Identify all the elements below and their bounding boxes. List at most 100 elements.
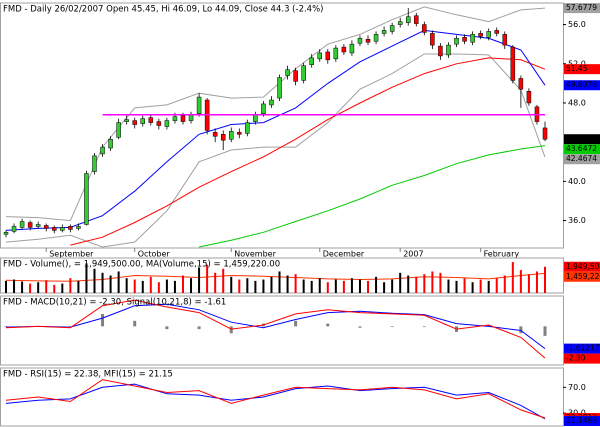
- candle-body: [502, 34, 508, 46]
- candle-body: [542, 127, 548, 140]
- volume-bar: [358, 279, 361, 293]
- volume-bar: [214, 272, 217, 293]
- volume-bar: [157, 282, 160, 293]
- volume-bar: [447, 279, 450, 293]
- candle-body: [325, 51, 331, 61]
- candle-body: [526, 90, 532, 104]
- volume-bar: [527, 274, 530, 293]
- value-box-label: 49.8076: [566, 80, 597, 89]
- candle-body: [245, 122, 250, 134]
- candle-body: [11, 226, 17, 232]
- y-tick-label: 52.0: [568, 59, 586, 68]
- volume-bar: [463, 278, 466, 293]
- volume-bar: [29, 283, 32, 293]
- panel-frame: [0, 2, 564, 249]
- volume-bar: [391, 279, 394, 293]
- volume-bar: [246, 278, 249, 293]
- volume-bar: [310, 280, 313, 293]
- x-tick-label: 2007: [403, 250, 423, 259]
- volume-bar: [222, 268, 225, 293]
- volume-bar: [37, 282, 40, 293]
- candle-body: [405, 16, 411, 23]
- indicator-line: [5, 379, 546, 419]
- candle-body: [212, 132, 218, 137]
- candle-body: [373, 34, 379, 42]
- panel-frame: [0, 257, 564, 294]
- candle-body: [397, 21, 403, 25]
- volume-bar: [326, 282, 329, 293]
- volume-bar: [439, 272, 442, 293]
- value-box: [564, 154, 600, 165]
- y-tick-label: 70.0: [568, 383, 586, 392]
- candle-body: [140, 118, 146, 124]
- volume-bar: [69, 278, 72, 293]
- volume-bar: [5, 280, 7, 293]
- candle-body: [3, 232, 9, 235]
- value-box: [564, 144, 600, 155]
- candle-body: [68, 226, 73, 230]
- candle-body: [494, 30, 499, 34]
- volume-bar: [399, 272, 402, 293]
- histogram-bar: [543, 326, 547, 336]
- candle-body: [341, 46, 347, 53]
- candle-body: [60, 227, 65, 231]
- histogram-bar: [519, 326, 523, 334]
- candle-body: [470, 34, 475, 43]
- candle-body: [156, 121, 162, 126]
- value-box: [564, 353, 600, 364]
- candle-body: [365, 39, 371, 43]
- volume-bar: [109, 275, 112, 293]
- volume-bar: [423, 274, 426, 293]
- value-box-label: 1,949,500: [566, 262, 600, 271]
- panel-title: FMD - RSI(15) = 22.38, MFI(15) = 21.15: [3, 370, 173, 380]
- value-box: [564, 416, 600, 426]
- candle-body: [269, 99, 274, 106]
- candle-body: [52, 227, 57, 231]
- volume-bar: [471, 282, 474, 293]
- candle-body: [76, 226, 81, 229]
- volume-bar: [431, 271, 434, 293]
- volume-bar: [238, 279, 241, 293]
- indicator-line: [198, 145, 546, 248]
- candle-body: [301, 65, 306, 81]
- indicator-line: [70, 57, 546, 246]
- value-box-label: 21.1496: [566, 416, 597, 425]
- candle-body: [293, 70, 298, 82]
- candle-body: [253, 114, 258, 122]
- volume-bar: [383, 282, 386, 293]
- histogram-bar: [197, 326, 201, 330]
- candle-body: [172, 116, 178, 121]
- candle-body: [229, 131, 234, 140]
- indicator-line: [5, 383, 546, 420]
- histogram-bar: [358, 326, 362, 328]
- volume-bar: [302, 279, 305, 293]
- y-tick-label: 56.0: [568, 20, 586, 29]
- volume-bar: [13, 279, 16, 293]
- candle-body: [188, 114, 194, 121]
- value-box-label: 57.6779: [566, 3, 597, 12]
- x-tick-label: November: [234, 250, 276, 259]
- candle-body: [148, 117, 154, 123]
- candle-body: [196, 96, 202, 114]
- value-box: [564, 80, 600, 91]
- panel-title: FMD - Volume(), = 1,949,500.00, MA(Volum…: [3, 260, 280, 270]
- candle-body: [478, 33, 483, 37]
- histogram-bar: [229, 326, 233, 334]
- indicator-line: [5, 53, 546, 248]
- histogram-bar: [101, 313, 105, 327]
- candle-body: [510, 46, 516, 81]
- volume-bar: [367, 280, 370, 293]
- volume-bar: [487, 280, 490, 293]
- volume-bar: [181, 275, 184, 293]
- value-box: [564, 64, 600, 75]
- volume-bar: [85, 263, 88, 293]
- candle-body: [100, 146, 105, 155]
- histogram-bar: [294, 320, 298, 327]
- volume-bar: [278, 271, 281, 293]
- candle-body: [220, 134, 226, 141]
- histogram-bar: [133, 320, 137, 327]
- volume-bar: [294, 274, 297, 293]
- volume-bar: [117, 271, 120, 293]
- volume-bar: [61, 283, 64, 293]
- volume-bar: [342, 280, 345, 293]
